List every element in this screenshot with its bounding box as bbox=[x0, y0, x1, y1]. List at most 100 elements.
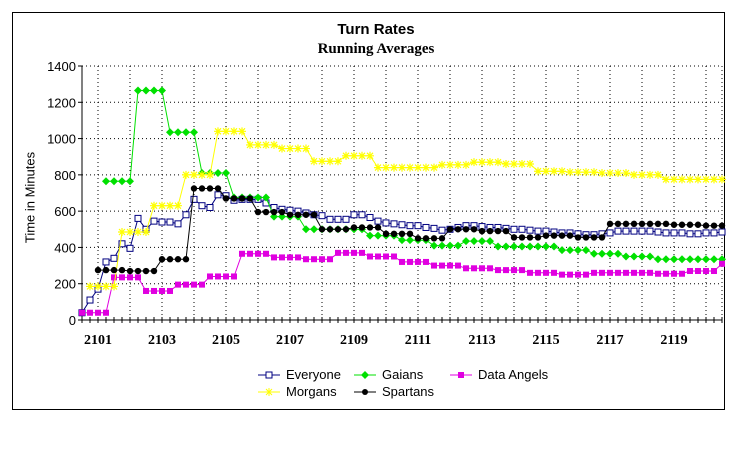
data-point-everyone bbox=[158, 218, 166, 226]
data-point-data-angels bbox=[551, 269, 557, 276]
data-point-morgans bbox=[430, 163, 438, 172]
x-tick-label: 2109 bbox=[340, 333, 368, 348]
data-point-morgans bbox=[254, 140, 262, 149]
data-point-morgans bbox=[654, 170, 662, 179]
legend-marker-data-angels-icon bbox=[450, 371, 472, 378]
data-point-data-angels bbox=[279, 254, 285, 261]
data-point-gaians bbox=[502, 242, 510, 251]
data-point-morgans bbox=[102, 282, 110, 291]
data-point-data-angels bbox=[127, 274, 133, 281]
data-point-spartans bbox=[622, 220, 630, 228]
data-point-gaians bbox=[174, 128, 182, 137]
data-point-morgans bbox=[294, 144, 302, 153]
data-point-gaians bbox=[270, 212, 278, 221]
data-point-spartans bbox=[582, 234, 590, 241]
data-point-morgans bbox=[134, 228, 142, 237]
data-point-everyone bbox=[214, 191, 222, 199]
data-point-spartans bbox=[166, 256, 174, 263]
data-point-data-angels bbox=[703, 268, 709, 275]
data-point-gaians bbox=[158, 86, 166, 95]
data-point-morgans bbox=[478, 158, 486, 167]
data-point-morgans bbox=[494, 158, 502, 167]
data-point-spartans bbox=[302, 211, 310, 218]
data-point-morgans bbox=[350, 151, 358, 160]
data-point-spartans bbox=[158, 256, 166, 263]
data-point-morgans bbox=[590, 168, 598, 177]
legend-marker-spartans-icon bbox=[354, 388, 376, 395]
data-point-everyone bbox=[606, 229, 614, 237]
data-point-data-angels bbox=[543, 269, 549, 276]
data-point-everyone bbox=[622, 227, 630, 235]
data-point-spartans bbox=[126, 267, 134, 275]
data-point-morgans bbox=[598, 169, 606, 178]
data-point-data-angels bbox=[711, 268, 717, 275]
data-point-morgans bbox=[230, 127, 238, 136]
data-point-morgans bbox=[190, 170, 198, 179]
data-point-data-angels bbox=[471, 265, 477, 272]
data-point-spartans bbox=[558, 232, 566, 239]
data-point-data-angels bbox=[447, 262, 453, 269]
data-point-morgans bbox=[366, 151, 374, 160]
x-tick-label: 2115 bbox=[532, 333, 559, 348]
data-point-morgans bbox=[622, 169, 630, 178]
data-point-spartans bbox=[542, 232, 550, 239]
data-point-everyone bbox=[118, 240, 126, 248]
legend-item-everyone: Everyone bbox=[258, 367, 341, 382]
data-point-spartans bbox=[350, 224, 358, 231]
data-point-data-angels bbox=[495, 267, 501, 274]
y-tick-label: 400 bbox=[54, 240, 76, 255]
data-point-gaians bbox=[438, 241, 446, 250]
data-point-everyone bbox=[126, 244, 134, 252]
data-point-data-angels bbox=[311, 256, 317, 263]
data-point-spartans bbox=[710, 222, 718, 229]
data-point-gaians bbox=[590, 249, 598, 258]
data-point-spartans bbox=[310, 211, 318, 218]
data-point-everyone bbox=[382, 219, 390, 227]
data-point-data-angels bbox=[199, 281, 205, 288]
data-point-morgans bbox=[718, 175, 726, 184]
data-point-data-angels bbox=[647, 269, 653, 276]
data-point-data-angels bbox=[599, 269, 605, 276]
data-point-gaians bbox=[654, 255, 662, 264]
data-point-gaians bbox=[686, 255, 694, 264]
data-point-everyone bbox=[374, 217, 382, 225]
data-point-data-angels bbox=[383, 253, 389, 260]
legend-item-gaians: Gaians bbox=[354, 367, 423, 382]
data-point-spartans bbox=[694, 221, 702, 228]
data-point-morgans bbox=[182, 170, 190, 179]
data-point-everyone bbox=[654, 228, 662, 236]
data-point-spartans bbox=[470, 226, 478, 233]
data-point-data-angels bbox=[223, 273, 229, 280]
data-point-data-angels bbox=[407, 258, 413, 265]
data-point-morgans bbox=[342, 151, 350, 160]
data-point-spartans bbox=[366, 224, 374, 231]
data-point-data-angels bbox=[87, 309, 93, 316]
data-point-everyone bbox=[614, 227, 622, 235]
data-point-spartans bbox=[662, 220, 670, 228]
data-point-data-angels bbox=[719, 260, 725, 267]
data-point-data-angels bbox=[575, 271, 581, 278]
data-point-spartans bbox=[342, 226, 350, 233]
data-point-spartans bbox=[702, 222, 710, 229]
data-point-morgans bbox=[638, 170, 646, 179]
data-point-data-angels bbox=[119, 274, 125, 281]
data-point-morgans bbox=[630, 170, 638, 179]
data-point-everyone bbox=[358, 211, 366, 219]
data-point-gaians bbox=[134, 86, 142, 95]
data-point-spartans bbox=[646, 220, 654, 228]
data-point-everyone bbox=[86, 296, 94, 304]
data-point-morgans bbox=[334, 157, 342, 166]
data-point-everyone bbox=[342, 215, 350, 223]
data-point-data-angels bbox=[359, 249, 365, 256]
data-point-everyone bbox=[670, 229, 678, 237]
data-point-data-angels bbox=[287, 254, 293, 261]
data-point-data-angels bbox=[607, 269, 613, 276]
data-point-morgans bbox=[646, 170, 654, 179]
data-point-morgans bbox=[206, 170, 214, 179]
data-point-morgans bbox=[310, 157, 318, 166]
data-point-morgans bbox=[94, 282, 102, 291]
data-point-morgans bbox=[670, 175, 678, 184]
data-point-spartans bbox=[318, 226, 326, 233]
data-point-morgans bbox=[142, 228, 150, 237]
data-point-data-angels bbox=[431, 262, 437, 269]
